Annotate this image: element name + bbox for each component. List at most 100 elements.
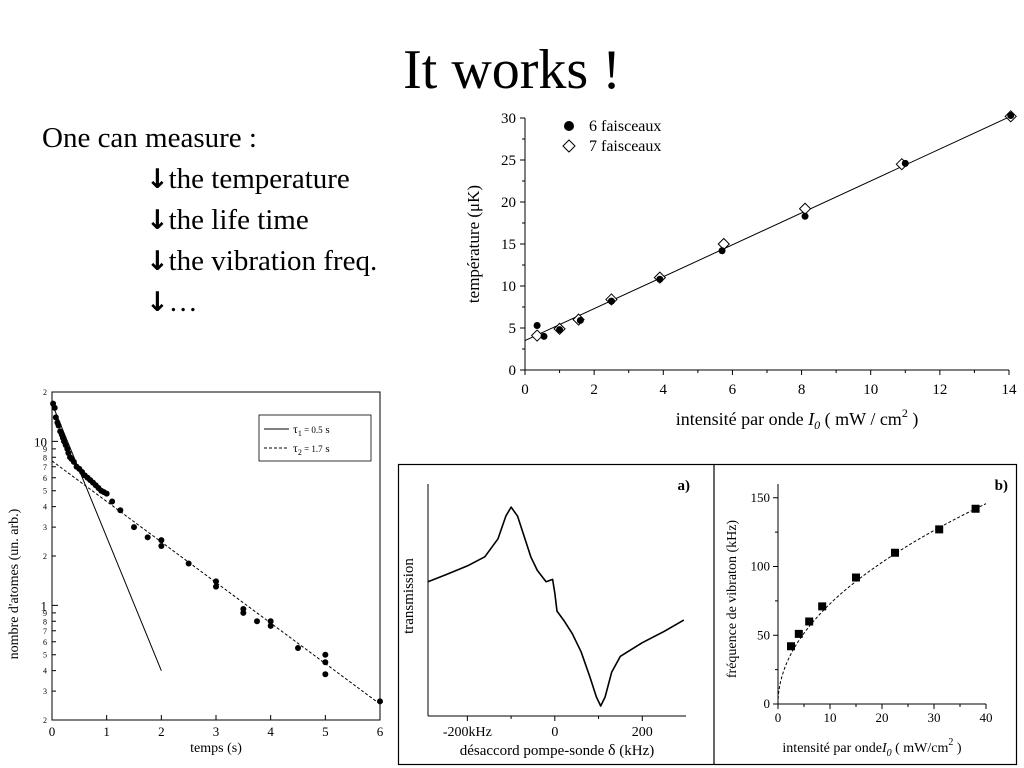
data-point (891, 548, 899, 557)
x-tick-label: 20 (876, 710, 889, 725)
y-tick-label: 8 (43, 617, 47, 626)
x-axis-label: intensité par onde I0 ( mW / cm2 ) (676, 406, 919, 432)
data-point (322, 671, 329, 678)
y-tick-label: 4 (43, 667, 47, 676)
x-tick-label: 1 (103, 724, 110, 739)
data-point (254, 618, 260, 625)
data-point (267, 622, 274, 629)
down-arrow-icon: ↓ (146, 287, 169, 318)
bullet-item: ↓… (146, 282, 377, 323)
data-point-6-faisceaux (576, 316, 584, 324)
x-axis-label: intensité par ondeI0 ( mW/cm2 ) (782, 737, 961, 759)
y-tick-label: 3 (43, 523, 47, 532)
x-tick-label: 6 (729, 382, 737, 398)
x-tick-label: 40 (980, 710, 993, 725)
legend-marker-6-faisceaux (564, 121, 574, 131)
data-point (131, 524, 137, 531)
x-tick-label: 0 (775, 710, 782, 725)
x-tick-label: 2 (158, 724, 165, 739)
x-tick-label: 4 (660, 382, 668, 398)
data-point (377, 698, 383, 705)
down-arrow-icon: ↓ (146, 164, 169, 195)
x-tick-label: 0 (49, 724, 56, 739)
data-point-6-faisceaux (607, 297, 615, 305)
y-tick-label: 0 (509, 363, 517, 379)
y-axis-label: température (μK) (464, 185, 483, 303)
legend-label: 7 faisceaux (589, 138, 661, 155)
y-tick-label: 6 (43, 638, 47, 647)
bullet-text: the vibration freq. (168, 245, 378, 277)
bullet-item: ↓the vibration freq. (146, 241, 377, 282)
x-tick-label: 5 (322, 724, 329, 739)
bullet-item: ↓the temperature (146, 159, 377, 200)
data-point (51, 404, 58, 411)
x-axis-label: temps (s) (190, 741, 242, 756)
data-point-6-faisceaux (540, 332, 548, 340)
slide-title: It works ! (403, 39, 621, 101)
data-point (322, 659, 329, 666)
data-point-6-faisceaux (656, 275, 664, 283)
y-tick-label: 20 (501, 195, 516, 211)
data-point (240, 609, 247, 616)
data-point (70, 458, 77, 465)
y-tick-label: 9 (43, 609, 47, 618)
x-tick-label: 3 (213, 724, 220, 739)
bullet-text: the life time (168, 204, 309, 236)
y-tick-label: 10 (501, 279, 516, 295)
data-point-6-faisceaux (801, 212, 809, 220)
data-point (852, 573, 860, 582)
x-tick-label: 14 (1002, 382, 1018, 398)
data-point (322, 651, 329, 658)
x-tick-label: 2 (590, 382, 598, 398)
x-tick-label: 8 (798, 382, 806, 398)
y-axis-label: nombre d'atomes (un. arb.) (7, 508, 22, 659)
data-point (935, 525, 944, 534)
data-point (55, 422, 62, 429)
y-axis-label: transmission (401, 558, 417, 634)
y-tick-label: 10 (34, 434, 47, 449)
data-point (158, 537, 165, 544)
y-tick-label: 150 (751, 490, 771, 505)
y-tick-label: 1 (41, 598, 48, 613)
y-tick-label: 6 (43, 474, 47, 483)
data-point (805, 617, 814, 626)
data-point-6-faisceaux (533, 321, 541, 329)
y-tick-label: 2 (43, 552, 47, 561)
data-point (117, 507, 124, 514)
data-point (103, 490, 110, 497)
transmission-curve (427, 506, 685, 707)
x-tick-label: 12 (932, 382, 947, 398)
data-point (794, 629, 803, 638)
data-point (52, 414, 59, 421)
data-point (144, 534, 151, 541)
data-point-6-faisceaux (1007, 111, 1015, 119)
data-point-6-faisceaux (718, 247, 726, 255)
bullet-text: the temperature (168, 163, 350, 195)
data-point-6-faisceaux (556, 326, 564, 334)
y-tick-label: 50 (757, 627, 770, 642)
y-tick-label: 4 (43, 503, 47, 512)
bullet-item: ↓the life time (146, 200, 377, 241)
data-point (267, 618, 274, 625)
legend-marker-7-faisceaux (562, 139, 576, 153)
data-point (158, 543, 165, 550)
x-tick-label: 10 (824, 710, 837, 725)
y-tick-label: 5 (43, 651, 47, 660)
legend-label: 6 faisceaux (589, 118, 661, 135)
y-tick-label: 7 (43, 627, 47, 636)
down-arrow-icon: ↓ (146, 205, 169, 236)
y-tick-label: 25 (501, 153, 516, 169)
x-axis-label: désaccord pompe-sonde δ (kHz) (460, 742, 655, 759)
y-tick-label: 30 (501, 111, 516, 127)
x-tick-label: 4 (267, 724, 274, 739)
data-point-7-faisceaux (530, 329, 544, 342)
y-tick-label: 8 (43, 453, 47, 462)
y-tick-label: 2 (43, 716, 47, 725)
data-point (185, 560, 192, 567)
bullet-text: … (168, 286, 198, 318)
fit-line-tau1 (51, 403, 162, 671)
bullet-list: One can measure : ↓the temperature ↓the … (42, 118, 377, 323)
panel-label-a: a) (678, 478, 691, 494)
